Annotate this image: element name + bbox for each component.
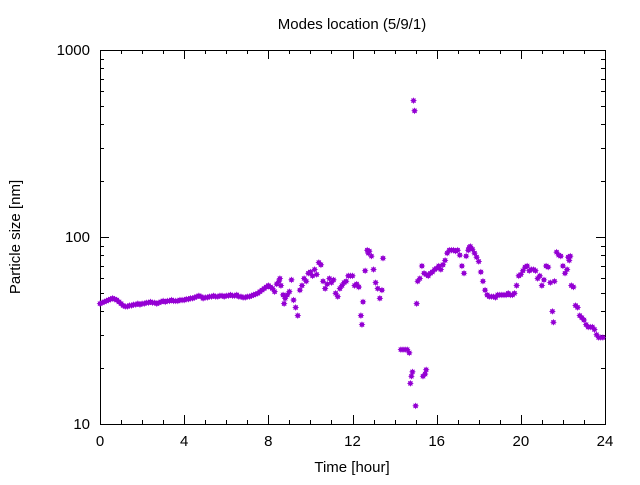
x-tick-label: 20 [512, 433, 529, 450]
data-points [96, 97, 607, 410]
data-point [458, 262, 466, 270]
data-point [376, 294, 384, 302]
data-point [454, 246, 462, 254]
data-point [330, 276, 337, 284]
data-point [311, 266, 319, 273]
x-tick-label: 8 [264, 433, 272, 450]
data-point [441, 256, 449, 264]
data-point [479, 277, 487, 285]
x-tick-label: 12 [344, 433, 361, 450]
axis-tick-labels: 0 4 8 12 16 20 24 10 100 1000 [57, 42, 614, 450]
data-point [549, 308, 556, 315]
data-point [557, 252, 565, 260]
y-axis-label: Particle size [nm] [7, 180, 24, 294]
data-point [280, 300, 288, 308]
data-point [481, 286, 489, 294]
data-point [313, 271, 321, 278]
data-point [580, 316, 588, 324]
data-point [342, 277, 350, 285]
data-point [565, 256, 573, 264]
data-point [319, 277, 327, 285]
data-point [437, 266, 445, 273]
data-point [475, 258, 483, 265]
axis-ticks [100, 50, 606, 425]
data-point [551, 277, 558, 285]
data-point [406, 379, 414, 387]
data-point [368, 252, 375, 260]
data-point [321, 285, 329, 292]
data-point [439, 261, 447, 269]
data-point [563, 266, 571, 273]
data-point [296, 286, 304, 294]
data-point [317, 261, 325, 269]
data-point [413, 300, 421, 308]
data-point [550, 318, 557, 326]
data-point [292, 304, 300, 311]
data-point [540, 276, 548, 284]
data-point [359, 298, 367, 306]
data-point [277, 282, 285, 289]
data-point [523, 262, 531, 270]
data-point [372, 279, 380, 287]
data-point [536, 272, 544, 280]
x-tick-label: 24 [597, 433, 614, 450]
y-tick-label: 100 [65, 229, 90, 246]
data-point [410, 97, 417, 105]
data-point [477, 268, 485, 276]
data-point [421, 370, 429, 378]
data-point [290, 296, 297, 304]
data-point [566, 252, 574, 260]
data-point [574, 304, 582, 311]
data-point [412, 402, 420, 410]
data-point [532, 267, 539, 275]
data-point [379, 254, 387, 262]
data-point [358, 321, 366, 329]
data-point [288, 276, 295, 284]
x-tick-label: 16 [428, 433, 445, 450]
data-point [294, 312, 302, 319]
data-point [460, 269, 468, 277]
data-point [462, 252, 470, 260]
x-axis-label: Time [hour] [314, 459, 389, 476]
data-point [334, 293, 342, 301]
data-point [302, 277, 310, 285]
data-point [405, 349, 413, 357]
data-point [285, 288, 293, 296]
data-point [511, 289, 518, 297]
data-point [271, 288, 279, 296]
data-point [357, 312, 365, 319]
data-point [513, 282, 521, 289]
x-tick-label: 0 [96, 433, 104, 450]
data-point [538, 282, 546, 289]
data-point [365, 247, 373, 255]
data-point [378, 286, 386, 294]
data-point [456, 251, 464, 259]
plot-frame [100, 50, 606, 425]
data-point [591, 326, 598, 333]
y-tick-label: 1000 [57, 42, 90, 59]
data-point [276, 275, 284, 282]
data-point [361, 267, 369, 275]
data-point [349, 272, 356, 280]
data-point [370, 266, 377, 273]
data-point [411, 107, 418, 115]
data-point [544, 263, 552, 271]
data-point [418, 262, 426, 270]
chart-title: Modes location (5/9/1) [278, 16, 426, 33]
data-point [599, 334, 607, 341]
data-point [422, 366, 430, 374]
data-point [559, 262, 567, 270]
data-point [409, 368, 416, 376]
data-point [298, 282, 306, 289]
data-point [408, 372, 415, 380]
data-point [416, 275, 424, 282]
x-tick-label: 4 [180, 433, 188, 450]
y-tick-label: 10 [73, 416, 90, 433]
data-point [355, 283, 363, 291]
data-point [570, 283, 577, 291]
